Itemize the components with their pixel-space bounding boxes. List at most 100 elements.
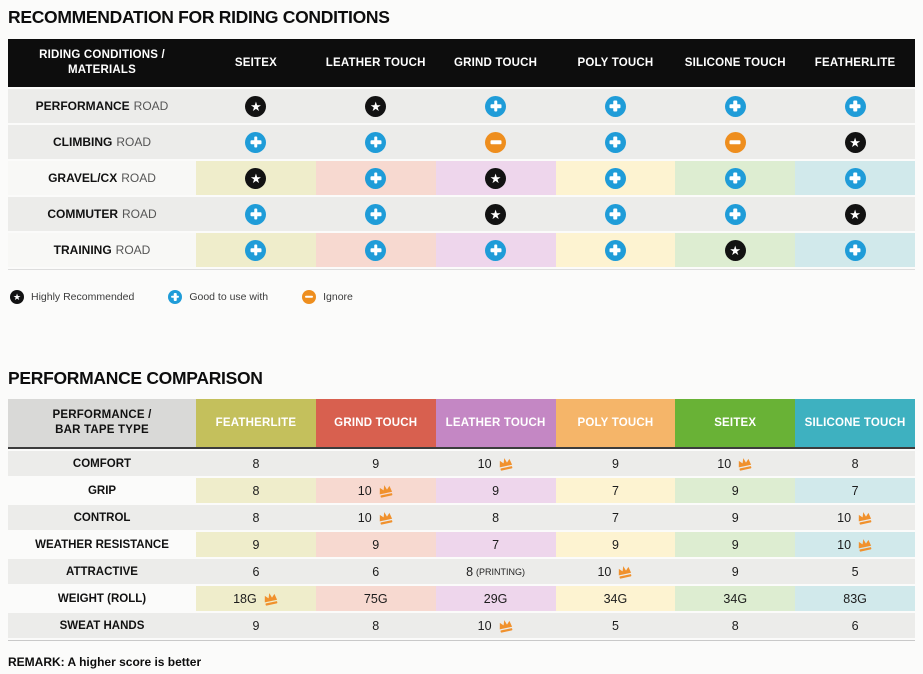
score-value: 8 bbox=[252, 510, 260, 525]
row-label: WEIGHT (ROLL) bbox=[57, 592, 147, 605]
score-value: 10 bbox=[597, 564, 612, 579]
score-value: 34G bbox=[723, 591, 748, 606]
score-value: 8 bbox=[851, 456, 859, 471]
column-header: POLY TOUCH bbox=[577, 56, 654, 69]
score-value: 5 bbox=[611, 618, 619, 633]
score-cell: 7 bbox=[556, 505, 676, 530]
riding-row: COMMUTER ROAD bbox=[8, 197, 915, 231]
legend-item: Good to use with bbox=[168, 289, 268, 304]
performance-table-body: COMFORT 8 9 10 9 10 8 GRIP 8 10 9 7 9 7 CONTROL 8 10 8 7 9 1… bbox=[8, 451, 915, 638]
plus-icon bbox=[365, 167, 387, 189]
rating-cell bbox=[556, 89, 676, 123]
score-value: 9 bbox=[731, 537, 739, 552]
star-icon bbox=[844, 131, 866, 153]
score-cell: 8 (PRINTING) bbox=[436, 559, 556, 584]
score-cell: 10 bbox=[316, 505, 436, 530]
score-value: 7 bbox=[611, 510, 619, 525]
legend-item: Highly Recommended bbox=[10, 289, 135, 304]
rating-cell bbox=[315, 161, 436, 195]
section1-title: RECOMMENDATION FOR RIDING CONDITIONS bbox=[8, 7, 390, 27]
score-value: 7 bbox=[851, 483, 859, 498]
score-note: (PRINTING) bbox=[476, 566, 526, 577]
score-cell: 7 bbox=[555, 478, 676, 503]
star-icon bbox=[365, 95, 387, 117]
riding-header-line1: RIDING CONDITIONS / bbox=[39, 49, 165, 62]
row-label: COMMUTER ROAD bbox=[8, 197, 196, 231]
crown-icon bbox=[619, 565, 632, 579]
crown-icon bbox=[858, 511, 872, 525]
row-label: CLIMBING ROAD bbox=[8, 125, 196, 159]
riding-row: GRAVEL/CX ROAD bbox=[8, 161, 915, 195]
crown-icon bbox=[738, 457, 752, 471]
score-cell: 7 bbox=[795, 478, 915, 503]
row-label-rest: ROAD bbox=[121, 171, 156, 185]
score-cell: 75G bbox=[315, 586, 436, 611]
column-header: GRIND TOUCH bbox=[454, 56, 538, 69]
performance-header-label: PERFORMANCE / BAR TAPE TYPE bbox=[8, 399, 196, 447]
score-value: 9 bbox=[372, 537, 380, 552]
score-value: 10 bbox=[717, 456, 732, 471]
row-label-bold: PERFORMANCE bbox=[35, 99, 130, 113]
riding-row: PERFORMANCE ROAD bbox=[8, 89, 915, 123]
row-label: WEATHER RESISTANCE bbox=[35, 538, 169, 551]
crown-icon bbox=[264, 592, 278, 606]
score-cell: 8 bbox=[675, 613, 795, 638]
score-cell: 9 bbox=[196, 532, 316, 557]
rating-cell bbox=[196, 197, 316, 231]
score-cell: 8 bbox=[196, 451, 316, 476]
performance-header-line2: BAR TAPE TYPE bbox=[55, 424, 149, 436]
performance-row: SWEAT HANDS 9 8 10 5 8 6 bbox=[8, 613, 915, 638]
score-value: 8 bbox=[252, 483, 260, 498]
minus-icon bbox=[485, 131, 507, 153]
score-cell: 9 bbox=[196, 613, 316, 638]
riding-row: TRAINING ROAD bbox=[8, 233, 915, 267]
riding-header-line2: MATERIALS bbox=[67, 64, 137, 76]
plus-icon bbox=[604, 167, 626, 189]
score-cell: 18G bbox=[196, 586, 316, 611]
plus-icon bbox=[485, 239, 507, 261]
performance-row: ATTRACTIVE 6 6 8 (PRINTING) 10 9 5 bbox=[8, 559, 915, 584]
star-icon bbox=[245, 167, 267, 189]
riding-table-body: PERFORMANCEROADCLIMBINGROADGRAVEL/CXROAD… bbox=[8, 89, 915, 267]
row-label: CONTROL bbox=[73, 511, 131, 524]
crown-icon bbox=[858, 538, 872, 552]
score-value: 83G bbox=[843, 591, 867, 606]
performance-row: WEATHER RESISTANCE 9 9 7 9 9 10 bbox=[8, 532, 915, 557]
score-cell: 8 bbox=[436, 505, 556, 530]
crown-icon bbox=[379, 511, 393, 525]
row-label: ATTRACTIVE bbox=[66, 565, 138, 578]
score-cell: 10 bbox=[315, 478, 436, 503]
legend-label: Highly Recommended bbox=[31, 290, 135, 303]
rating-cell bbox=[196, 89, 316, 123]
plus-icon bbox=[245, 131, 267, 153]
minus-icon bbox=[302, 289, 317, 304]
rating-cell bbox=[675, 125, 795, 159]
performance-header-line1: PERFORMANCE / bbox=[52, 409, 152, 422]
rating-cell bbox=[316, 125, 436, 159]
row-label: GRIP bbox=[87, 484, 117, 497]
plus-icon bbox=[168, 289, 183, 304]
plus-icon bbox=[365, 203, 387, 225]
plus-icon bbox=[724, 95, 746, 117]
rating-cell bbox=[675, 197, 795, 231]
column-header: POLY TOUCH bbox=[555, 399, 676, 447]
score-cell: 9 bbox=[675, 532, 796, 557]
rating-cell bbox=[196, 161, 316, 195]
plus-icon bbox=[245, 239, 267, 261]
score-value: 6 bbox=[851, 618, 859, 633]
legend-label: Ignore bbox=[323, 290, 353, 303]
plus-icon bbox=[844, 167, 866, 189]
column-header: GRIND TOUCH bbox=[315, 399, 436, 447]
score-value: 9 bbox=[252, 537, 260, 552]
score-cell: 10 bbox=[795, 505, 915, 530]
score-value: 10 bbox=[837, 537, 852, 552]
rating-cell bbox=[675, 161, 796, 195]
riding-conditions-table: RIDING CONDITIONS / MATERIALS SEITEX LEAT… bbox=[8, 39, 915, 270]
rating-cell bbox=[556, 125, 676, 159]
score-cell: 8 bbox=[316, 613, 436, 638]
star-icon bbox=[245, 95, 267, 117]
rating-cell bbox=[555, 161, 676, 195]
score-value: 9 bbox=[252, 618, 260, 633]
score-value: 8 bbox=[372, 618, 380, 633]
score-value: 8 bbox=[252, 456, 260, 471]
